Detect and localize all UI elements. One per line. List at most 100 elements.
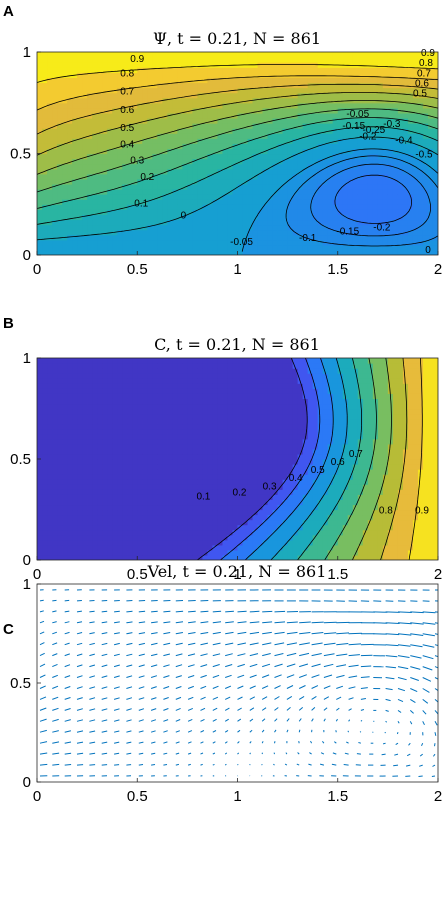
contour-fill-cell	[97, 128, 103, 134]
contour-fill-cell	[42, 459, 48, 465]
contour-fill-cell	[97, 479, 103, 485]
contour-fill-cell	[207, 102, 214, 109]
contour-fill-cell	[147, 112, 153, 119]
contour-fill-cell	[367, 244, 374, 251]
contour-fill-cell	[262, 87, 269, 94]
contour-fill-cell	[242, 239, 249, 246]
contour-fill-cell	[107, 224, 113, 231]
contour-fill-cell	[122, 62, 128, 68]
contour-fill-cell	[42, 128, 48, 134]
contour-fill-cell	[62, 183, 68, 190]
contour-fill-cell	[127, 168, 133, 175]
contour-fill-cell	[257, 138, 264, 144]
contour-fill-cell	[402, 107, 409, 114]
contour-fill-cell	[207, 489, 214, 495]
contour-fill-cell	[142, 194, 148, 200]
contour-fill-cell	[182, 97, 188, 104]
contour-fill-cell	[112, 398, 118, 405]
contour-fill-cell	[192, 443, 198, 450]
contour-fill-cell	[172, 438, 178, 445]
contour-fill-cell	[47, 504, 53, 511]
contour-fill-cell	[187, 87, 193, 94]
contour-fill-cell	[402, 82, 409, 89]
contour-fill-cell	[97, 214, 103, 221]
contour-fill-cell	[172, 544, 178, 551]
contour-fill-cell	[357, 92, 364, 99]
contour-fill-cell	[387, 128, 394, 134]
contour-fill-cell	[377, 102, 384, 109]
contour-fill-cell	[287, 178, 294, 185]
contour-fill-cell	[317, 117, 324, 124]
contour-fill-cell	[67, 393, 73, 399]
contour-fill-cell	[147, 194, 153, 200]
contour-fill-cell	[67, 459, 73, 465]
contour-fill-cell	[62, 388, 68, 394]
contour-fill-cell	[382, 128, 389, 134]
contour-fill-cell	[37, 534, 43, 541]
contour-fill-cell	[112, 194, 118, 200]
contour-fill-cell	[42, 428, 48, 435]
contour-fill-cell	[372, 168, 379, 175]
contour-fill-cell	[112, 183, 118, 190]
contour-fill-cell	[247, 189, 254, 195]
contour-fill-cell	[47, 249, 53, 255]
contour-fill-cell	[42, 102, 48, 109]
contour-fill-cell	[177, 57, 183, 63]
contour-fill-cell	[177, 413, 183, 420]
contour-fill-cell	[132, 173, 138, 180]
contour-fill-cell	[207, 469, 214, 475]
contour-fill-cell	[252, 178, 259, 185]
contour-fill-cell	[107, 539, 113, 546]
contour-fill-cell	[132, 229, 138, 236]
contour-fill-cell	[372, 117, 379, 124]
contour-fill-cell	[172, 194, 178, 200]
contour-fill-cell	[87, 368, 93, 374]
contour-fill-cell	[42, 524, 48, 531]
contour-fill-cell	[327, 173, 334, 180]
contour-fill-cell	[357, 72, 364, 78]
contour-fill-cell	[397, 57, 404, 63]
contour-fill-cell	[427, 92, 434, 99]
contour-fill-cell	[427, 143, 434, 150]
contour-fill-cell	[252, 102, 259, 109]
contour-fill-cell	[67, 224, 73, 231]
contour-fill-cell	[222, 204, 229, 210]
contour-fill-cell	[227, 494, 234, 500]
contour-fill-cell	[227, 413, 234, 420]
contour-fill-cell	[72, 117, 78, 124]
contour-fill-cell	[207, 82, 214, 89]
contour-fill-cell	[282, 128, 289, 134]
contour-fill-cell	[217, 509, 224, 516]
contour-fill-cell	[47, 484, 53, 490]
contour-fill-cell	[397, 87, 404, 94]
contour-fill-cell	[132, 373, 138, 379]
contour-fill-cell	[247, 549, 254, 556]
contour-fill-cell	[107, 173, 113, 180]
contour-fill-cell	[157, 529, 163, 536]
contour-fill-cell	[167, 163, 173, 170]
contour-fill-cell	[87, 249, 93, 255]
contour-fill-cell	[147, 87, 153, 94]
contour-fill-cell	[212, 358, 219, 364]
contour-fill-cell	[152, 509, 158, 516]
contour-fill-cell	[87, 459, 93, 465]
contour-fill-cell	[127, 158, 133, 165]
contour-fill-cell	[287, 158, 294, 165]
contour-fill-cell	[237, 189, 244, 195]
contour-fill-cell	[152, 448, 158, 455]
contour-line	[37, 92, 438, 156]
contour-fill-cell	[392, 204, 399, 210]
contour-fill-cell	[222, 469, 229, 475]
contour-fill-cell	[427, 87, 434, 94]
contour-fill-cell	[232, 489, 239, 495]
contour-fill-cell	[402, 143, 409, 150]
contour-fill-cell	[317, 128, 324, 134]
contour-fill-cell	[342, 209, 349, 215]
contour-fill-cell	[162, 494, 168, 500]
contour-fill-cell	[47, 403, 53, 410]
contour-fill-cell	[62, 62, 68, 68]
contour-fill-cell	[317, 92, 324, 99]
contour-fill-cell	[57, 72, 63, 78]
contour-fill-cell	[272, 77, 279, 84]
contour-fill-cell	[407, 67, 414, 73]
